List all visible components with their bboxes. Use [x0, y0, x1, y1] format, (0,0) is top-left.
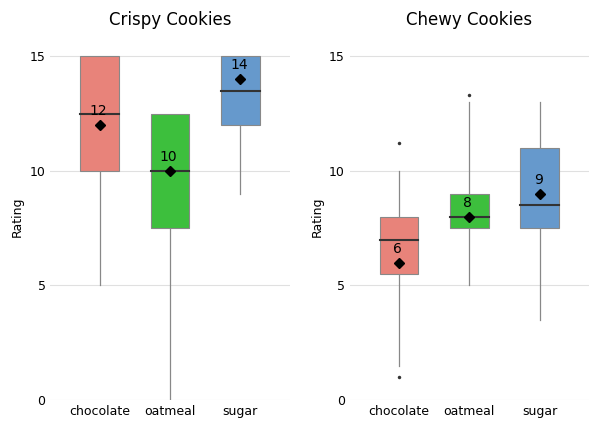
Text: 10: 10	[160, 150, 178, 164]
Bar	[80, 56, 119, 171]
Text: 14: 14	[230, 58, 248, 73]
Y-axis label: Rating: Rating	[310, 196, 323, 237]
Text: 6: 6	[393, 242, 402, 256]
Bar	[151, 114, 190, 228]
Text: 8: 8	[463, 196, 472, 210]
Bar	[221, 56, 260, 125]
Y-axis label: Rating: Rating	[11, 196, 24, 237]
Text: 9: 9	[534, 173, 542, 187]
Text: 12: 12	[89, 104, 107, 118]
Bar	[450, 194, 488, 228]
Title: Chewy Cookies: Chewy Cookies	[406, 11, 532, 29]
Bar	[520, 148, 559, 228]
Bar	[380, 217, 418, 274]
Title: Crispy Cookies: Crispy Cookies	[109, 11, 231, 29]
